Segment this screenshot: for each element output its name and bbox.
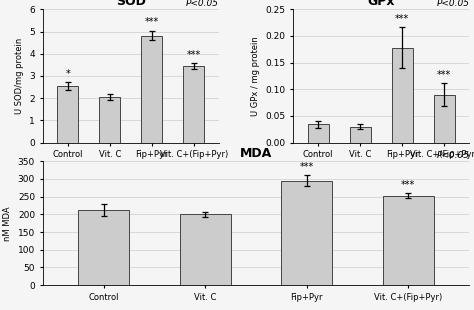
Bar xyxy=(141,36,162,143)
Bar xyxy=(383,196,434,285)
Y-axis label: U SOD/mg protein: U SOD/mg protein xyxy=(15,38,24,114)
Text: P<0.05: P<0.05 xyxy=(436,151,469,160)
Bar xyxy=(434,95,455,143)
Bar xyxy=(392,48,412,143)
Text: ***: *** xyxy=(401,179,415,190)
Y-axis label: U GPx / mg protein: U GPx / mg protein xyxy=(251,36,260,116)
Text: P<0.05: P<0.05 xyxy=(436,0,469,8)
Bar xyxy=(78,210,129,285)
Title: SOD: SOD xyxy=(116,0,146,8)
Title: GPx: GPx xyxy=(367,0,395,8)
Text: ***: *** xyxy=(437,69,451,80)
Text: ***: *** xyxy=(395,14,409,24)
Text: P<0.05: P<0.05 xyxy=(186,0,219,8)
Bar xyxy=(180,214,230,285)
Bar xyxy=(282,181,332,285)
Title: MDA: MDA xyxy=(240,147,272,160)
Bar xyxy=(183,66,204,143)
Bar xyxy=(100,97,120,143)
Text: ***: *** xyxy=(145,17,159,27)
Y-axis label: nM MDA: nM MDA xyxy=(3,206,12,241)
Bar xyxy=(57,86,78,143)
Text: ***: *** xyxy=(187,50,201,60)
Bar xyxy=(350,126,371,143)
Text: *: * xyxy=(65,69,70,79)
Bar xyxy=(308,125,328,143)
Text: ***: *** xyxy=(300,162,314,172)
